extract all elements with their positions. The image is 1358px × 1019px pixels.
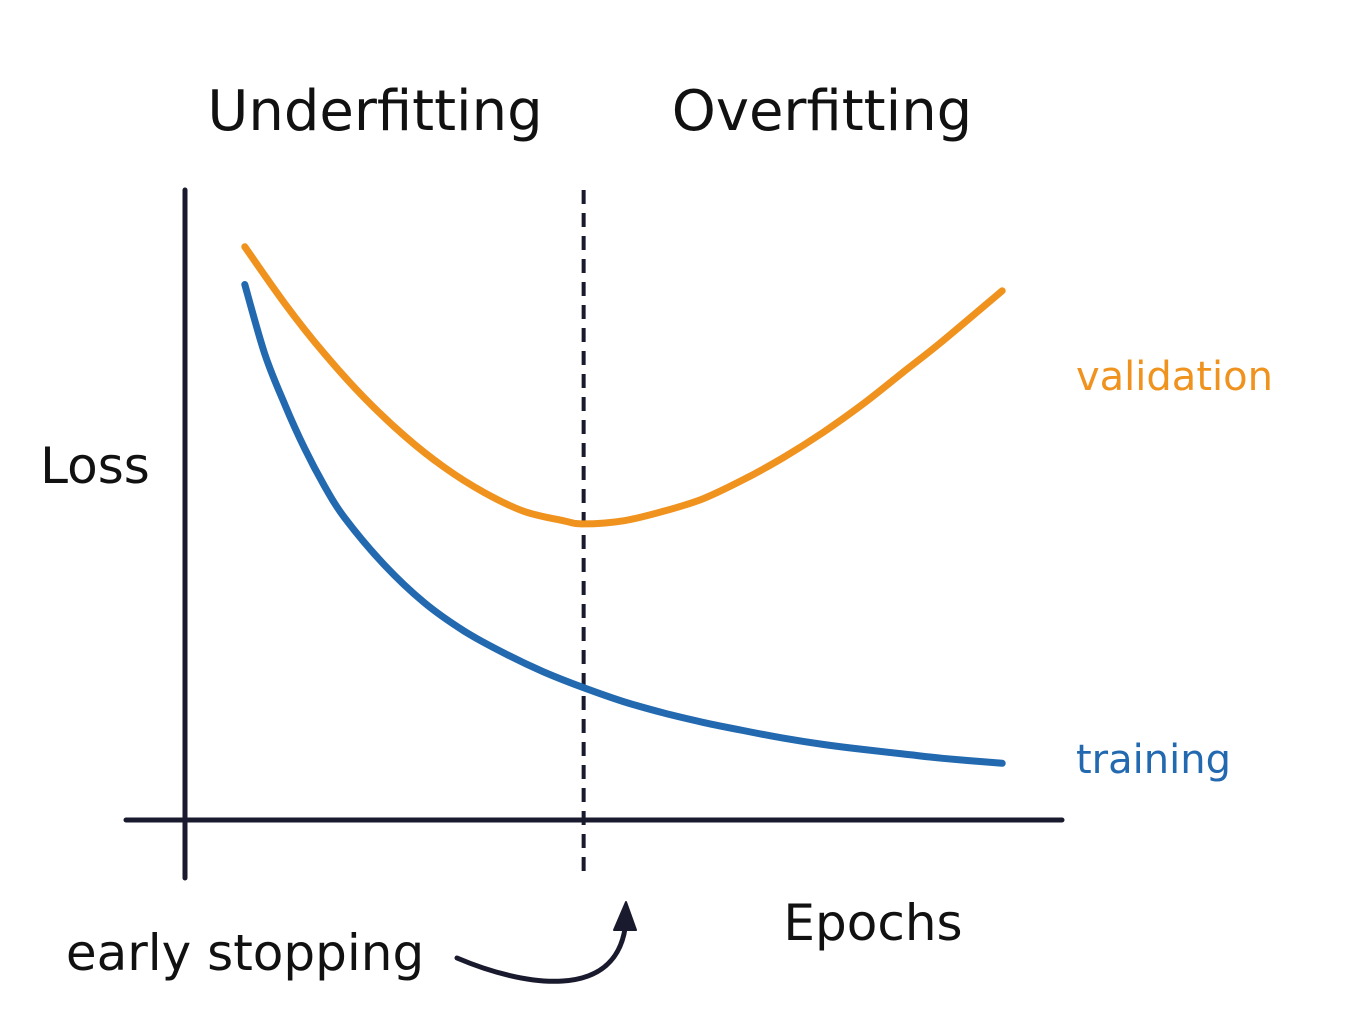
series-validation-line xyxy=(241,243,1006,528)
early-stopping-arrow xyxy=(454,917,629,984)
series-training-line xyxy=(241,281,1006,767)
early-stopping-annotation: early stopping xyxy=(66,924,424,982)
region-label-underfitting: Underfitting xyxy=(207,79,542,144)
region-label-overfitting: Overfitting xyxy=(672,79,972,144)
series-label-training: training xyxy=(1076,737,1231,783)
x-axis-label: Epochs xyxy=(783,894,962,952)
early-stopping-arrowhead xyxy=(613,901,637,931)
y-axis-label: Loss xyxy=(40,437,150,495)
series-label-validation: validation xyxy=(1076,354,1273,400)
